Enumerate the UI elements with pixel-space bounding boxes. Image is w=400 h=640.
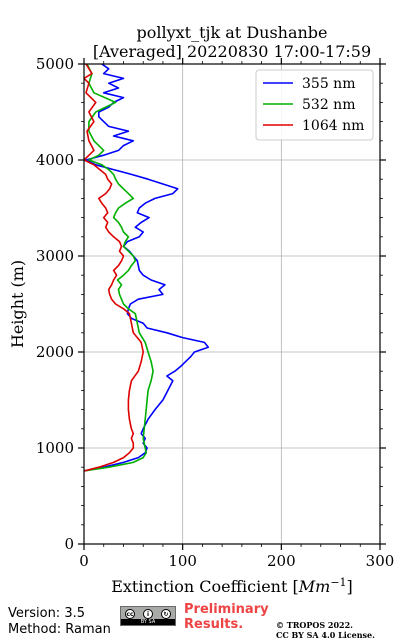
legend-box — [255, 69, 374, 141]
legend-label-532: 532 nm — [302, 97, 355, 113]
preliminary-notice: Preliminary Results. — [184, 602, 269, 632]
sa-icon: ↻ — [161, 609, 171, 619]
preliminary-line2: Results. — [184, 617, 244, 632]
plot-frame — [83, 63, 381, 545]
cc-badge-text: BY SA — [121, 619, 175, 625]
legend-label-1064: 1064 nm — [302, 118, 364, 134]
cc-license-badge: cc i ↻ BY SA — [120, 606, 176, 626]
by-icon: i — [143, 609, 153, 619]
x-tick-label: 100 — [168, 552, 197, 570]
y-tick-label: 2000 — [36, 343, 74, 361]
x-tick-label: 300 — [366, 552, 395, 570]
legend: 355 nm 532 nm 1064 nm — [255, 69, 374, 141]
version-text: Version: 3.5 — [8, 606, 85, 621]
series-layer — [84, 64, 210, 472]
y-tick-label: 0 — [64, 535, 74, 553]
x-axis-label: Extinction Coefficient [Mm−1] — [111, 576, 353, 596]
y-axis-label: Height (m) — [8, 260, 27, 348]
y-tick-label: 4000 — [36, 151, 74, 169]
series-line-1064-nm — [84, 64, 144, 472]
y-tick-label: 3000 — [36, 247, 74, 265]
x-tick-label: 200 — [267, 552, 296, 570]
chart-title-line2: [Averaged] 20220830 17:00-17:59 — [93, 42, 371, 61]
y-tick-label: 5000 — [36, 55, 74, 73]
y-tick-label: 1000 — [36, 439, 74, 457]
method-text: Method: Raman — [8, 622, 111, 637]
chart-title-line1: pollyxt_tjk at Dushanbe — [136, 23, 327, 42]
series-line-532-nm — [84, 64, 154, 472]
version-info: Version: 3.5 Method: Raman — [8, 606, 111, 638]
copyright-notice: © TROPOS 2022. CC BY SA 4.0 License. — [276, 620, 375, 640]
extinction-profile-chart: pollyxt_tjk at Dushanbe [Averaged] 20220… — [8, 23, 395, 596]
copyright-line1: © TROPOS 2022. — [276, 620, 353, 630]
copyright-line2: CC BY SA 4.0 License. — [276, 630, 375, 640]
preliminary-line1: Preliminary — [184, 602, 269, 617]
legend-label-355: 355 nm — [302, 76, 355, 92]
x-tick-label: 0 — [79, 552, 89, 570]
cc-icon: cc — [125, 609, 135, 619]
